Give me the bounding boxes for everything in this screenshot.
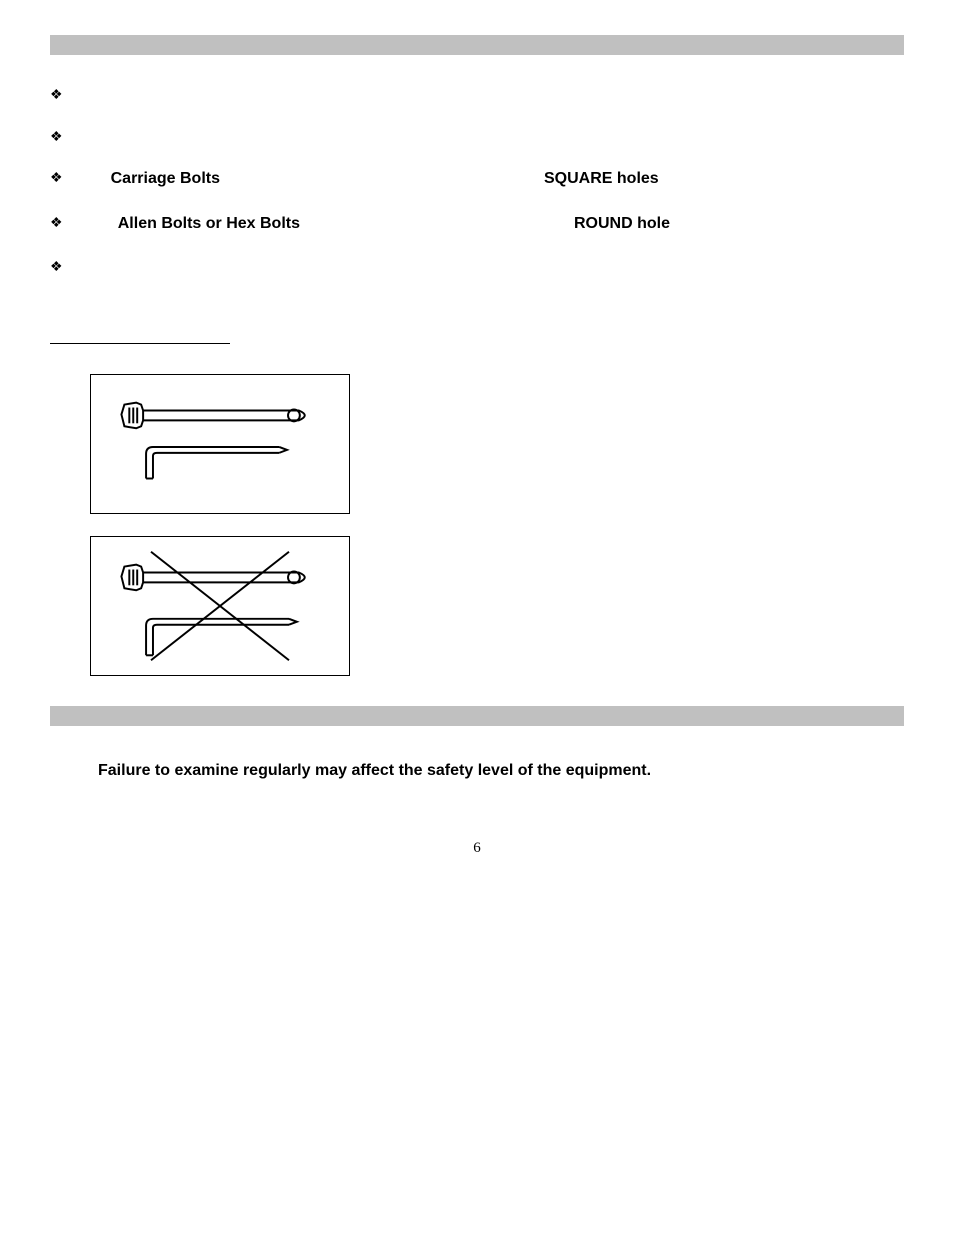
care-section: Failure to examine regularly may affect … [50, 706, 904, 782]
care-note-bold: Failure to examine regularly may affect … [98, 762, 651, 779]
tip-row: ❖ [50, 127, 904, 147]
tools-block [50, 299, 904, 352]
bullet-icon: ❖ [50, 168, 80, 188]
bullet-icon: ❖ [50, 85, 80, 105]
care-note: Failure to examine regularly may affect … [50, 760, 904, 782]
bold-round: ROUND hole [574, 215, 670, 232]
page-number: 6 [50, 838, 904, 859]
tools-ok-svg [91, 375, 349, 513]
tip-row: ❖ Carriage Bolts SQUARE holes [50, 168, 904, 190]
bullet-icon: ❖ [50, 127, 80, 147]
bold-square: SQUARE holes [544, 170, 659, 187]
tip-row: ❖ [50, 257, 904, 277]
section-care-header [50, 706, 904, 726]
figure-tools-ok [90, 374, 350, 514]
tip-text: Allen Bolts or Hex Bolts ROUND hole [80, 213, 904, 235]
figure-tools-no [90, 536, 350, 676]
bullet-icon: ❖ [50, 213, 80, 233]
bold-allen: Allen Bolts or Hex Bolts [118, 215, 300, 232]
tip-text: Carriage Bolts SQUARE holes [80, 168, 904, 190]
bullet-icon: ❖ [50, 257, 80, 277]
tips-list: ❖ ❖ ❖ Carriage Bolts SQUARE holes ❖ Alle… [50, 85, 904, 277]
care-body: Failure to examine regularly may affect … [50, 760, 904, 782]
section-tips-header [50, 35, 904, 55]
bold-carriage: Carriage Bolts [111, 170, 220, 187]
tip-row: ❖ Allen Bolts or Hex Bolts ROUND hole [50, 213, 904, 235]
tools-label [50, 321, 230, 344]
tip-row: ❖ [50, 85, 904, 105]
tools-no-svg [91, 537, 349, 675]
